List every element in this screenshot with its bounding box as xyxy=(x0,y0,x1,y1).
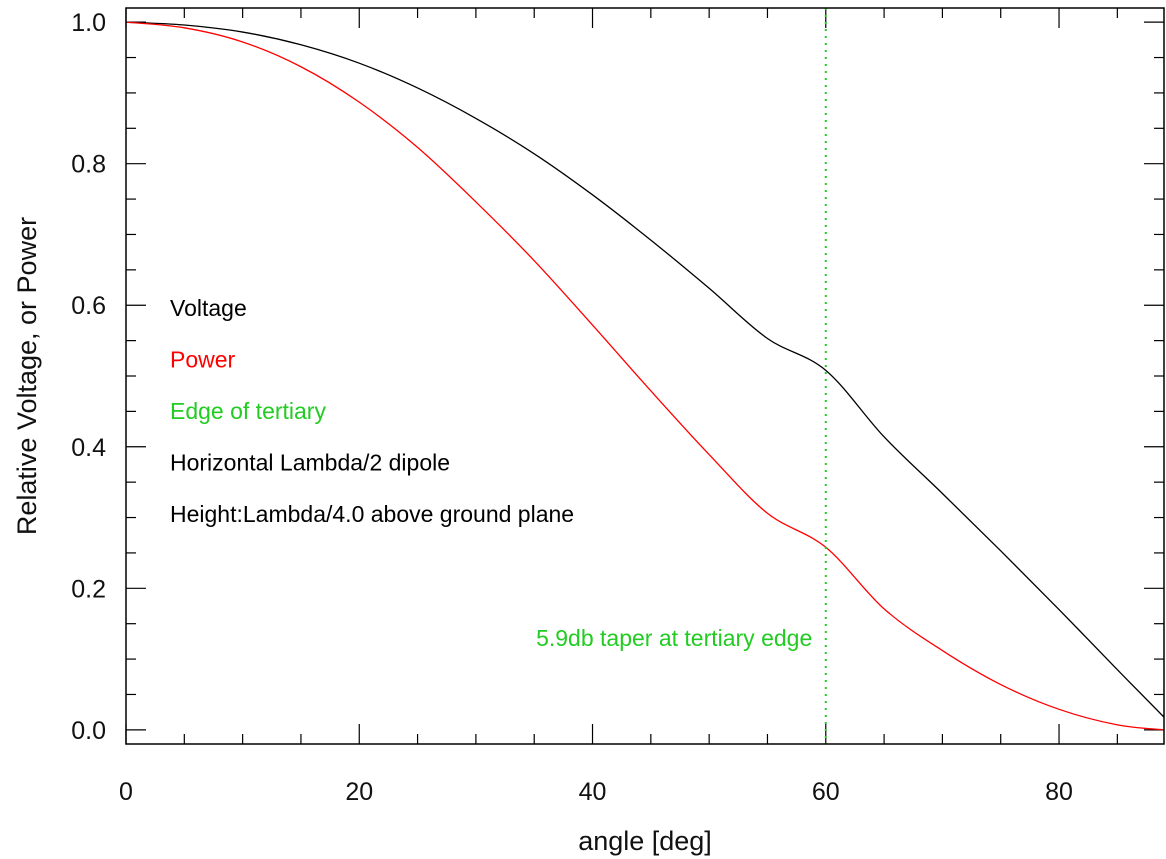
legend-entry-dipole: Horizontal Lambda/2 dipole xyxy=(170,450,450,476)
y-axis-label: Relative Voltage, or Power xyxy=(12,217,42,535)
series-line-power xyxy=(125,21,1165,731)
y-tick-label: 0.2 xyxy=(71,575,106,603)
series-line-voltage xyxy=(125,21,1165,718)
y-tick-label: 0.4 xyxy=(71,434,106,462)
x-tick-label: 60 xyxy=(812,778,840,806)
x-tick-label: 0 xyxy=(119,778,133,806)
y-tick-label: 0.6 xyxy=(71,292,106,320)
legend: Voltage Power Edge of tertiary Horizonta… xyxy=(170,295,574,527)
y-tick-label: 0.8 xyxy=(71,151,106,179)
x-tick-label: 20 xyxy=(345,778,373,806)
x-tick-label: 40 xyxy=(579,778,607,806)
tick-labels: 0 20 40 60 80 0.0 0.2 0.4 0.6 0.8 1.0 xyxy=(71,9,1073,806)
legend-entry-voltage: Voltage xyxy=(170,295,247,321)
x-tick-label: 80 xyxy=(1045,778,1073,806)
tick-marks xyxy=(125,8,1164,744)
y-tick-label: 0.0 xyxy=(71,717,106,745)
plot-frame xyxy=(125,7,1165,745)
legend-entry-height: Height:Lambda/4.0 above ground plane xyxy=(170,501,574,527)
legend-entry-power: Power xyxy=(170,347,236,373)
x-axis-label: angle [deg] xyxy=(578,826,712,856)
series-layer xyxy=(125,21,1165,731)
y-tick-label: 1.0 xyxy=(71,9,106,37)
taper-annotation: 5.9db taper at tertiary edge xyxy=(536,625,812,651)
legend-entry-edge-of-tertiary: Edge of tertiary xyxy=(170,398,326,424)
